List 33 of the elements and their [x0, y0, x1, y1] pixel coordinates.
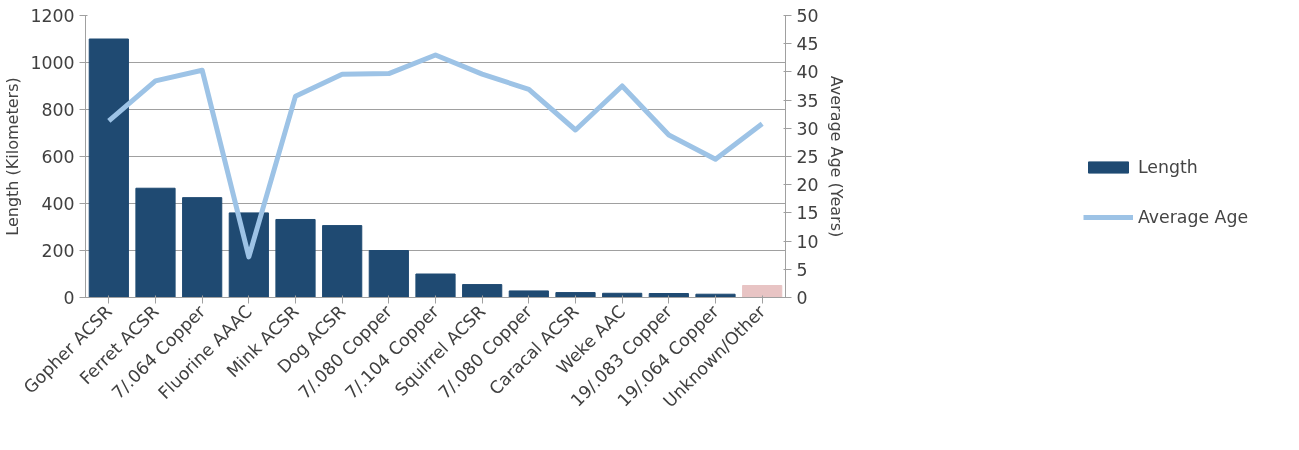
bar	[322, 225, 363, 298]
bar	[88, 38, 129, 298]
legend-label: Length	[1137, 157, 1198, 177]
y-tick-label: 400	[41, 194, 75, 214]
bar	[368, 250, 409, 298]
y2-axis-title: Average Age (Years)	[826, 75, 846, 238]
bar	[508, 290, 549, 298]
y-tick-label: 600	[41, 147, 75, 167]
y-tick-label: 1000	[30, 53, 75, 73]
y2-tick-label: 35	[796, 90, 819, 111]
y2-tick-label: 25	[796, 147, 819, 167]
y2-tick-label: 40	[796, 62, 819, 83]
y2-tick-label: 15	[796, 203, 819, 224]
y2-tick-label: 5	[796, 259, 808, 280]
bar	[742, 285, 783, 298]
y-axis-title: Length (Kilometers)	[3, 77, 23, 236]
y2-tick-label: 20	[796, 175, 819, 196]
y2-tick-label: 30	[796, 118, 819, 139]
bar	[275, 218, 316, 298]
bar	[555, 292, 596, 298]
y2-tick-label: 50	[796, 6, 819, 26]
y-tick-label: 800	[41, 100, 75, 120]
y2-tick-label: 10	[796, 231, 819, 252]
bar	[182, 197, 223, 298]
y2-tick-label: 0	[796, 288, 808, 308]
y-tick-label: 1200	[30, 6, 75, 26]
bar	[415, 273, 456, 298]
y-tick-label: 200	[41, 241, 75, 261]
bar	[462, 284, 503, 298]
legend-label: Average Age	[1137, 207, 1249, 227]
y-tick-label: 0	[63, 288, 75, 308]
y2-tick-label: 45	[796, 34, 819, 55]
bar	[135, 187, 176, 298]
